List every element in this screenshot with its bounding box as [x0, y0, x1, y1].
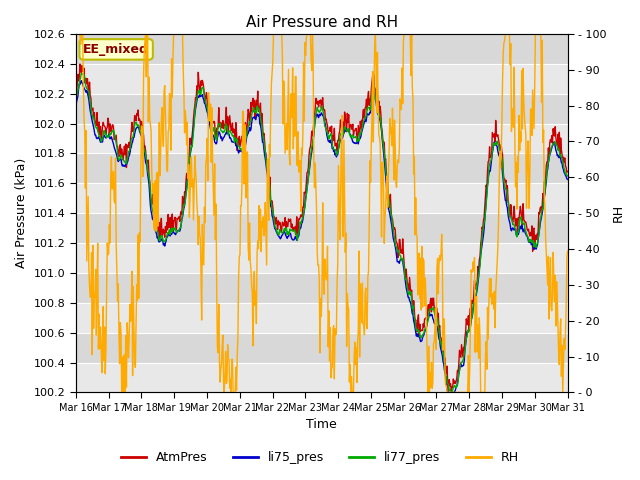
li75_pres: [396, 258, 404, 264]
AtmPres: [382, 156, 390, 162]
AtmPres: [444, 390, 452, 396]
X-axis label: Time: Time: [307, 419, 337, 432]
li75_pres: [81, 88, 89, 94]
AtmPres: [208, 126, 216, 132]
AtmPres: [72, 92, 80, 98]
Bar: [76, 303, 568, 333]
Y-axis label: Air Pressure (kPa): Air Pressure (kPa): [15, 158, 28, 268]
li75_pres: [72, 105, 80, 111]
AtmPres: [564, 168, 572, 174]
li77_pres: [81, 81, 89, 86]
RH: [183, 142, 191, 148]
Legend: AtmPres, li75_pres, li77_pres, RH: AtmPres, li75_pres, li77_pres, RH: [116, 446, 524, 469]
RH: [81, 185, 89, 191]
li77_pres: [382, 164, 390, 169]
li75_pres: [132, 126, 140, 132]
li77_pres: [447, 390, 455, 396]
Y-axis label: RH: RH: [612, 204, 625, 222]
li77_pres: [77, 71, 85, 76]
li77_pres: [208, 124, 216, 130]
Bar: [76, 333, 568, 362]
Bar: [76, 362, 568, 393]
Line: li75_pres: li75_pres: [76, 81, 568, 393]
Bar: [76, 154, 568, 183]
AtmPres: [81, 80, 89, 86]
RH: [72, 85, 80, 91]
RH: [564, 248, 572, 254]
Text: EE_mixed: EE_mixed: [83, 43, 149, 56]
li75_pres: [182, 191, 190, 196]
Bar: [76, 64, 568, 94]
Bar: [76, 243, 568, 273]
Bar: [76, 34, 568, 64]
AtmPres: [76, 61, 84, 67]
li77_pres: [564, 173, 572, 179]
Line: RH: RH: [76, 34, 568, 393]
AtmPres: [182, 179, 190, 184]
li77_pres: [182, 191, 190, 196]
AtmPres: [396, 237, 404, 242]
li75_pres: [382, 173, 390, 179]
Bar: [76, 123, 568, 154]
li75_pres: [208, 131, 216, 136]
Bar: [76, 213, 568, 243]
RH: [73, 31, 81, 37]
Line: li77_pres: li77_pres: [76, 73, 568, 393]
RH: [133, 282, 141, 288]
RH: [383, 182, 390, 188]
li75_pres: [564, 177, 572, 182]
Line: AtmPres: AtmPres: [76, 64, 568, 393]
Bar: [76, 94, 568, 123]
RH: [209, 159, 216, 165]
li75_pres: [77, 78, 85, 84]
li77_pres: [132, 119, 140, 125]
li77_pres: [396, 252, 404, 258]
Bar: [76, 183, 568, 213]
RH: [118, 390, 125, 396]
li75_pres: [445, 390, 452, 396]
AtmPres: [132, 118, 140, 124]
Title: Air Pressure and RH: Air Pressure and RH: [246, 15, 397, 30]
RH: [397, 99, 404, 105]
Bar: [76, 273, 568, 303]
li77_pres: [72, 95, 80, 100]
